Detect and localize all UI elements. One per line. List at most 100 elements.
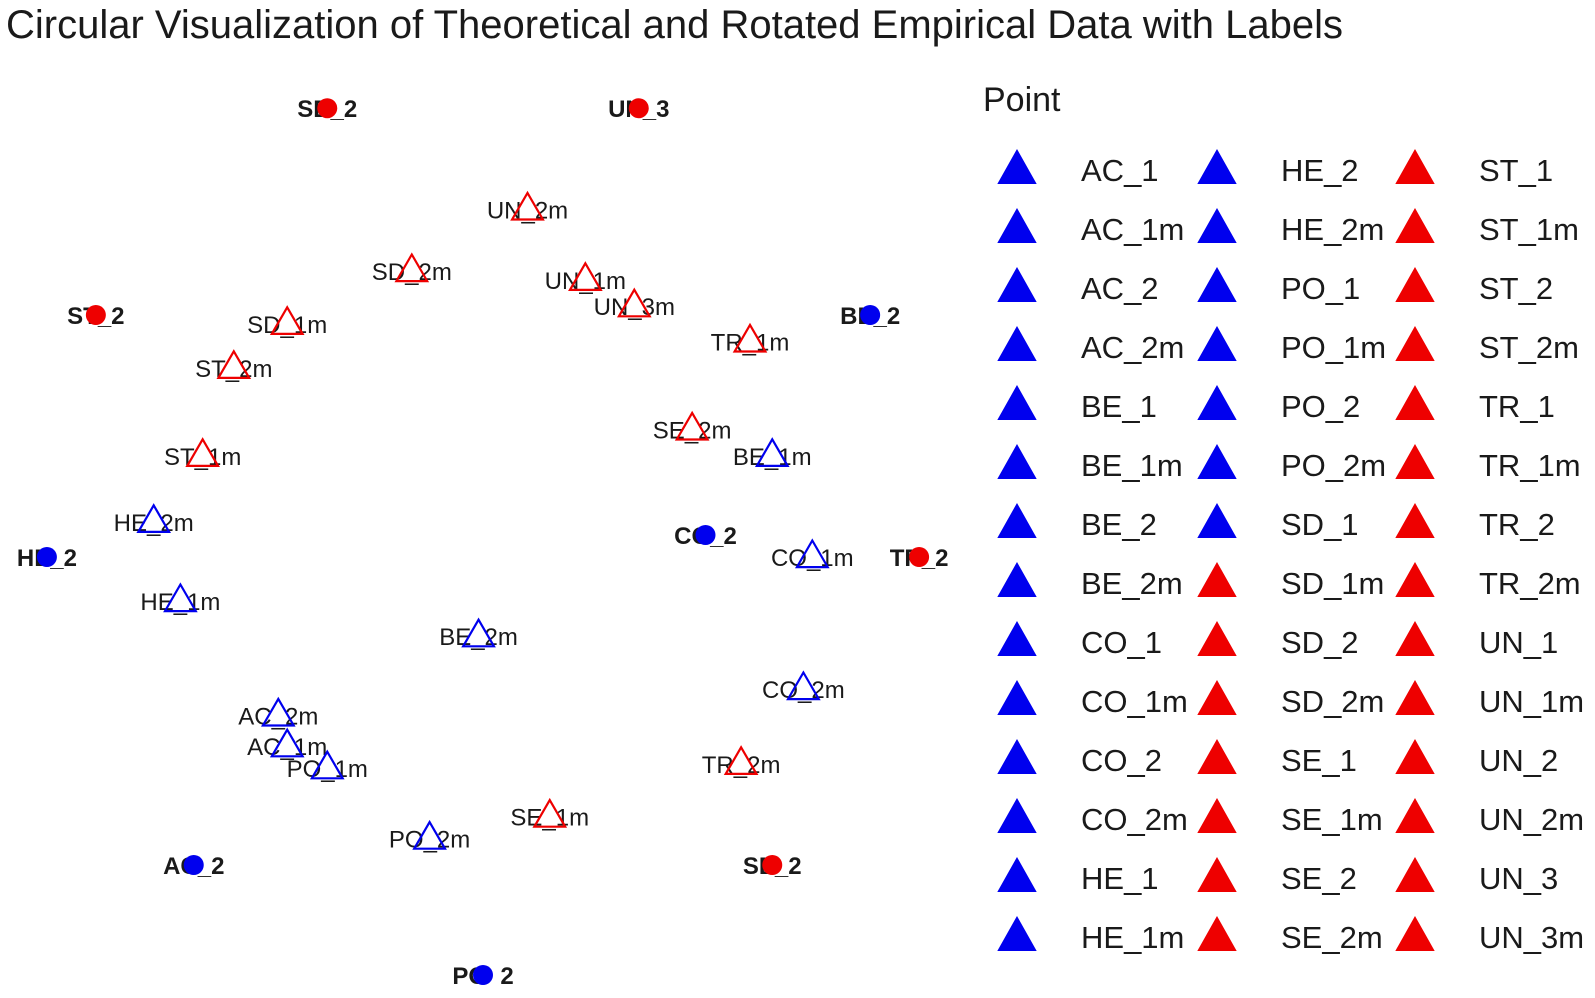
theoretical-point-tr-2: TR_2: [890, 545, 949, 572]
empirical-point-un-3m: UN_3m: [594, 287, 675, 321]
hollow-triangle-marker: [269, 305, 305, 336]
legend-triangle-icon: [1197, 620, 1237, 656]
empirical-point-be-2m: BE_2m: [439, 617, 518, 651]
legend-triangle-icon: [1395, 915, 1435, 951]
legend-item: TR_2m: [1393, 560, 1595, 610]
legend-item: TR_1m: [1393, 442, 1595, 492]
legend-triangle-icon: [1197, 856, 1237, 892]
theoretical-point-be-2: BE_2: [840, 303, 900, 330]
theoretical-point-po-2: PO_2: [452, 963, 514, 985]
filled-circle-marker: [36, 547, 57, 567]
hollow-triangle-marker: [260, 696, 296, 727]
legend-triangle-icon: [997, 738, 1037, 774]
legend-item: BE_2: [995, 501, 1205, 551]
legend-label: PO_1m: [1281, 330, 1387, 365]
empirical-point-be-1m: BE_1m: [733, 437, 812, 471]
legend-item: BE_2m: [995, 560, 1205, 610]
legend-triangle-icon: [1395, 856, 1435, 892]
legend-triangle-icon: [1395, 561, 1435, 597]
empirical-point-un-1m: UN_1m: [545, 261, 626, 295]
legend-item: CO_2: [995, 737, 1205, 787]
legend-triangle-icon: [1197, 443, 1237, 479]
legend-item: ST_1m: [1393, 206, 1595, 256]
empirical-point-un-2m: UN_2m: [487, 190, 568, 224]
legend-item: ST_2: [1393, 265, 1595, 315]
hollow-triangle-marker: [309, 749, 345, 780]
legend-triangle-icon: [1197, 561, 1237, 597]
hollow-triangle-marker: [269, 727, 305, 758]
filled-circle-marker: [628, 98, 649, 119]
legend-label: SD_2m: [1281, 684, 1385, 719]
legend-triangle-icon: [1197, 384, 1237, 420]
legend-triangle-icon: [1395, 679, 1435, 715]
empirical-point-tr-2m: TR_2m: [702, 745, 780, 779]
legend-item: SD_1: [1195, 501, 1405, 551]
legend-triangle-icon: [997, 561, 1037, 597]
empirical-point-po-1m: PO_1m: [287, 749, 368, 783]
legend-item: TR_1: [1393, 383, 1595, 433]
legend-triangle-icon: [1197, 266, 1237, 302]
legend-triangle-icon: [1395, 148, 1435, 184]
hollow-triangle-marker: [732, 322, 768, 353]
hollow-triangle-marker: [461, 617, 496, 648]
hollow-triangle-marker: [754, 437, 790, 468]
hollow-triangle-marker: [794, 538, 830, 569]
legend-triangle-icon: [1197, 915, 1237, 951]
legend-item: TR_2: [1393, 501, 1595, 551]
legend-item: AC_1: [995, 147, 1205, 197]
filled-circle-marker: [909, 547, 930, 567]
legend-label: UN_3m: [1479, 920, 1585, 955]
legend-item: PO_2m: [1195, 442, 1405, 492]
legend-triangle-icon: [997, 266, 1037, 302]
legend-triangle-icon: [1197, 148, 1237, 184]
legend-item: UN_3: [1393, 855, 1595, 905]
legend-item: AC_2: [995, 265, 1205, 315]
legend-label: UN_2m: [1479, 802, 1585, 837]
chart-title: Circular Visualization of Theoretical an…: [6, 3, 1343, 47]
legend-item: SE_1m: [1195, 796, 1405, 846]
legend-triangle-icon: [1395, 797, 1435, 833]
legend-label: HE_1: [1081, 861, 1159, 896]
theoretical-point-st-2: ST_2: [67, 303, 124, 330]
legend-label: AC_2: [1081, 271, 1159, 306]
legend-label: SE_2m: [1281, 920, 1383, 955]
filled-circle-marker: [762, 855, 783, 875]
legend-item: SD_1m: [1195, 560, 1405, 610]
legend-triangle-icon: [1395, 443, 1435, 479]
legend-item: CO_2m: [995, 796, 1205, 846]
empirical-point-sd-2m: SD_2m: [372, 252, 452, 286]
legend-triangle-icon: [997, 797, 1037, 833]
legend-label: CO_2: [1081, 743, 1162, 778]
theoretical-point-se-2: SE_2: [743, 853, 802, 880]
legend-label: BE_2m: [1081, 566, 1183, 601]
legend-label: HE_1m: [1081, 920, 1185, 955]
legend-label: UN_2: [1479, 743, 1559, 778]
empirical-point-ac-1m: AC_1m: [247, 727, 327, 761]
empirical-point-se-2m: SE_2m: [653, 410, 732, 444]
legend-item: UN_1m: [1393, 678, 1595, 728]
legend-label: PO_2: [1281, 389, 1361, 424]
legend-item: CO_1m: [995, 678, 1205, 728]
legend-triangle-icon: [1395, 325, 1435, 361]
hollow-triangle-marker: [136, 503, 172, 534]
legend-item: SD_2m: [1195, 678, 1405, 728]
legend-label: ST_2: [1479, 271, 1554, 306]
legend-label: SE_1m: [1281, 802, 1383, 837]
legend-label: SE_2: [1281, 861, 1357, 896]
legend-triangle-icon: [997, 915, 1037, 951]
legend-label: UN_1m: [1479, 684, 1585, 719]
legend-label: BE_2: [1081, 507, 1157, 542]
legend-item: HE_1m: [995, 914, 1205, 964]
hollow-triangle-marker: [394, 252, 430, 283]
legend-label: UN_1: [1479, 625, 1559, 660]
legend-triangle-icon: [997, 207, 1037, 243]
hollow-triangle-marker: [532, 797, 568, 828]
empirical-point-ac-2m: AC_2m: [238, 696, 318, 730]
legend-item: HE_1: [995, 855, 1205, 905]
hollow-triangle-marker: [163, 582, 198, 613]
legend-item: UN_2: [1393, 737, 1595, 787]
legend-label: ST_2m: [1479, 330, 1579, 365]
legend-triangle-icon: [997, 502, 1037, 538]
legend-label: SE_1: [1281, 743, 1357, 778]
